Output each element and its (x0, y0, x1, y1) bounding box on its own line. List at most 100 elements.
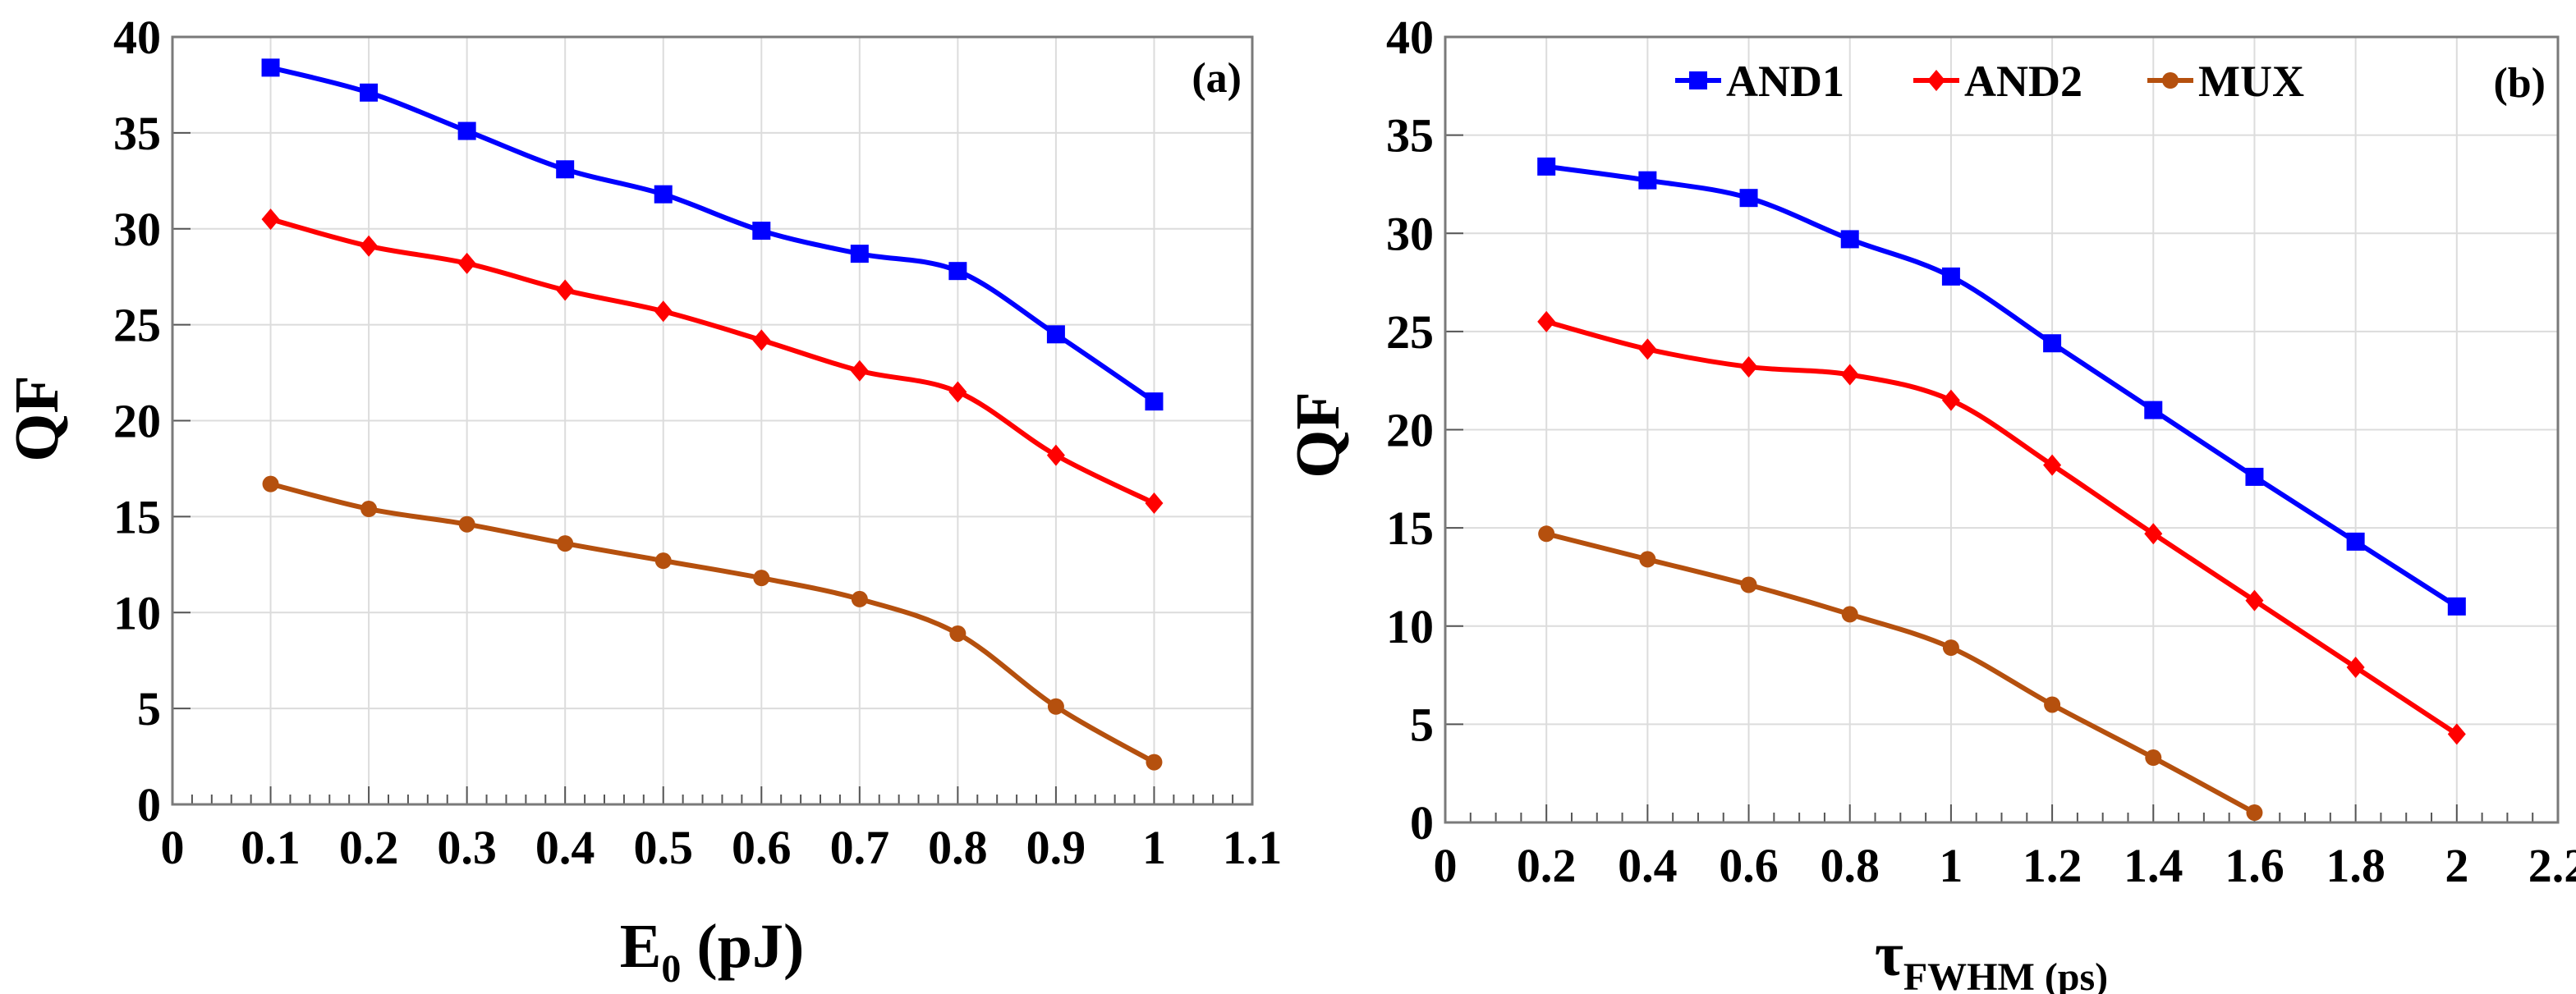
data-point-mux (1047, 698, 1064, 715)
panel-a: 0 0.1 0.2 0.3 0.4 0.5 0.6 0.7 0.8 0.9 1 1.1 0 5 10 15 20… (2, 11, 1282, 991)
data-point-and1 (850, 245, 869, 263)
x-tick-label: 1.2 (2023, 839, 2082, 892)
y-tick-label: 5 (137, 682, 161, 735)
data-point-and1 (2245, 467, 2264, 486)
y-tick-label: 10 (1386, 600, 1434, 653)
data-point-and2 (2346, 656, 2365, 678)
y-tick-label: 40 (113, 11, 161, 64)
data-point-mux (1740, 576, 1757, 593)
x-tick-label: 0.3 (437, 821, 497, 874)
plot-frame (171, 35, 1254, 806)
y-tick-label: 25 (113, 299, 161, 352)
series-line-and1 (1545, 163, 2459, 609)
x-tick-label: 0.8 (928, 821, 988, 874)
y-tick-label: 35 (1386, 109, 1434, 163)
x-tick-label: 1.8 (2326, 839, 2385, 892)
x-tick-label: 0 (1434, 839, 1458, 892)
data-point-and2 (1941, 389, 1960, 411)
data-point-mux (2044, 696, 2061, 713)
x-tick-label: 0.7 (830, 821, 890, 874)
data-point-mux (1146, 754, 1163, 771)
data-point-and1 (261, 58, 280, 77)
x-tick-label: 0.5 (633, 821, 693, 874)
data-point-mux (851, 590, 868, 607)
data-point-and1 (360, 83, 379, 102)
data-point-mux (2246, 804, 2263, 822)
data-point-mux (458, 515, 475, 533)
series-line-and1 (269, 65, 1156, 404)
x-tick-label: 0.4 (535, 821, 595, 874)
data-point-mux (360, 501, 378, 518)
x-tick-label: 0.2 (339, 821, 399, 874)
data-point-and1 (556, 160, 575, 179)
y-tick-label: 25 (1386, 305, 1434, 359)
y-tick-label: 0 (137, 778, 161, 831)
data-point-and2 (752, 329, 771, 351)
data-point-mux (949, 625, 967, 642)
data-point-and2 (457, 252, 476, 274)
legend-label: AND2 (1964, 57, 2082, 106)
legend-label: MUX (2198, 57, 2304, 106)
y-tick-label: 20 (1386, 404, 1434, 457)
x-tick-label: 0.6 (732, 821, 792, 874)
y-tick-label: 30 (113, 203, 161, 256)
data-point-and2 (556, 279, 575, 301)
x-tick-label: 1 (1142, 821, 1166, 874)
data-point-and1 (1537, 157, 1556, 176)
x-tick-label: 2.2 (2528, 839, 2576, 892)
data-point-mux (1841, 606, 1858, 623)
series-line-and2 (1545, 319, 2459, 736)
data-point-mux (2145, 749, 2162, 767)
x-tick-label: 2 (2445, 839, 2468, 892)
legend: AND1 AND2 MUX (1675, 57, 2304, 106)
data-point-and1 (1638, 171, 1657, 190)
data-point-and1 (1145, 392, 1164, 411)
data-point-and2 (1046, 444, 1065, 466)
data-point-mux (1942, 639, 1959, 657)
data-point-and1 (2346, 532, 2365, 551)
data-point-and1 (2144, 401, 2163, 419)
legend-marker-diamond (1927, 70, 1945, 91)
panel-label: (b) (2493, 60, 2546, 107)
data-point-mux (654, 552, 672, 570)
data-point-and1 (1941, 267, 1960, 286)
x-tick-label: 0.2 (1517, 839, 1577, 892)
x-tick-label: 0 (161, 821, 185, 874)
data-point-and1 (752, 222, 771, 240)
x-tick-label: 1.6 (2225, 839, 2284, 892)
data-point-and2 (2245, 589, 2264, 612)
x-tick-label: 0.4 (1618, 839, 1678, 892)
x-tick-label: 0.1 (241, 821, 301, 874)
y-tick-label: 5 (1410, 698, 1434, 751)
y-tick-label: 20 (113, 395, 161, 448)
y-tick-label: 10 (113, 586, 161, 639)
x-axis-title-main: E (620, 912, 662, 981)
legend-label: AND1 (1726, 57, 1844, 106)
data-point-and2 (2043, 454, 2062, 476)
x-axis-title: E0 (pJ) (620, 912, 805, 991)
data-point-mux (1538, 525, 1555, 543)
data-point-and2 (1840, 364, 1859, 386)
data-point-and1 (1739, 189, 1758, 208)
x-tick-label: 1.4 (2124, 839, 2183, 892)
y-tick-label: 15 (113, 490, 161, 543)
y-axis-title: QF (2, 375, 71, 462)
data-point-and2 (1537, 310, 1556, 332)
data-point-and2 (948, 381, 967, 403)
data-point-mux (262, 475, 279, 492)
data-point-and1 (948, 262, 967, 281)
x-axis-title-unit: (pJ) (681, 912, 804, 981)
y-tick-label: 15 (1386, 502, 1434, 555)
data-point-mux (1639, 551, 1656, 568)
data-point-and2 (360, 235, 379, 257)
x-tick-label: 0.9 (1026, 821, 1086, 874)
y-tick-label: 35 (113, 107, 161, 160)
plot-frame (1444, 35, 2560, 824)
x-tick-label: 0.6 (1719, 839, 1779, 892)
x-tick-label: 1 (1939, 839, 1963, 892)
y-tick-label: 0 (1410, 796, 1434, 850)
data-point-and2 (1638, 338, 1657, 360)
data-point-and1 (654, 185, 673, 204)
x-axis-title-subscript: 0 (661, 947, 681, 991)
